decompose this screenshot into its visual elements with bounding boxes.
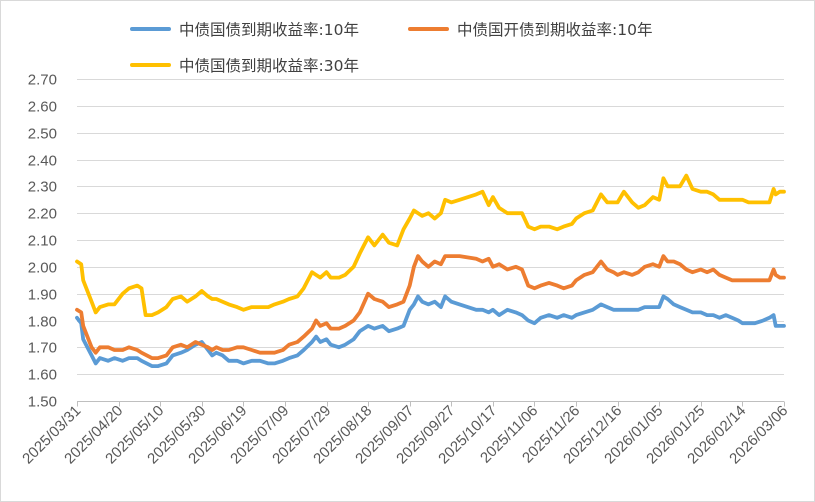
y-tick-label: 1.70 [28, 340, 57, 357]
y-tick-label: 1.50 [28, 394, 57, 411]
y-tick-label: 2.10 [28, 233, 57, 250]
series-lines [75, 173, 786, 368]
y-tick-label: 2.30 [28, 179, 57, 196]
y-tick-label: 1.90 [28, 287, 57, 304]
y-tick-label: 1.60 [28, 367, 57, 384]
series-line-2 [75, 254, 786, 360]
y-tick-label: 2.00 [28, 260, 57, 277]
series-line-3 [75, 173, 786, 317]
y-tick-label: 2.70 [28, 72, 57, 89]
legend-label: 中债国债到期收益率:10年 [179, 21, 359, 39]
y-tick-label: 2.40 [28, 153, 57, 170]
legend-label: 中债国债到期收益率:30年 [179, 57, 359, 75]
gridlines [77, 79, 784, 375]
y-tick-label: 1.80 [28, 314, 57, 331]
y-tick-label: 2.50 [28, 126, 57, 143]
y-axis-tick-labels: 1.50 1.60 1.70 1.80 1.90 2.00 2.10 2.20 2.30 2.40… [28, 72, 57, 411]
y-tick-label: 2.60 [28, 99, 57, 116]
legend-label: 中债国开债到期收益率:10年 [457, 21, 652, 39]
y-tick-label: 2.20 [28, 206, 57, 223]
